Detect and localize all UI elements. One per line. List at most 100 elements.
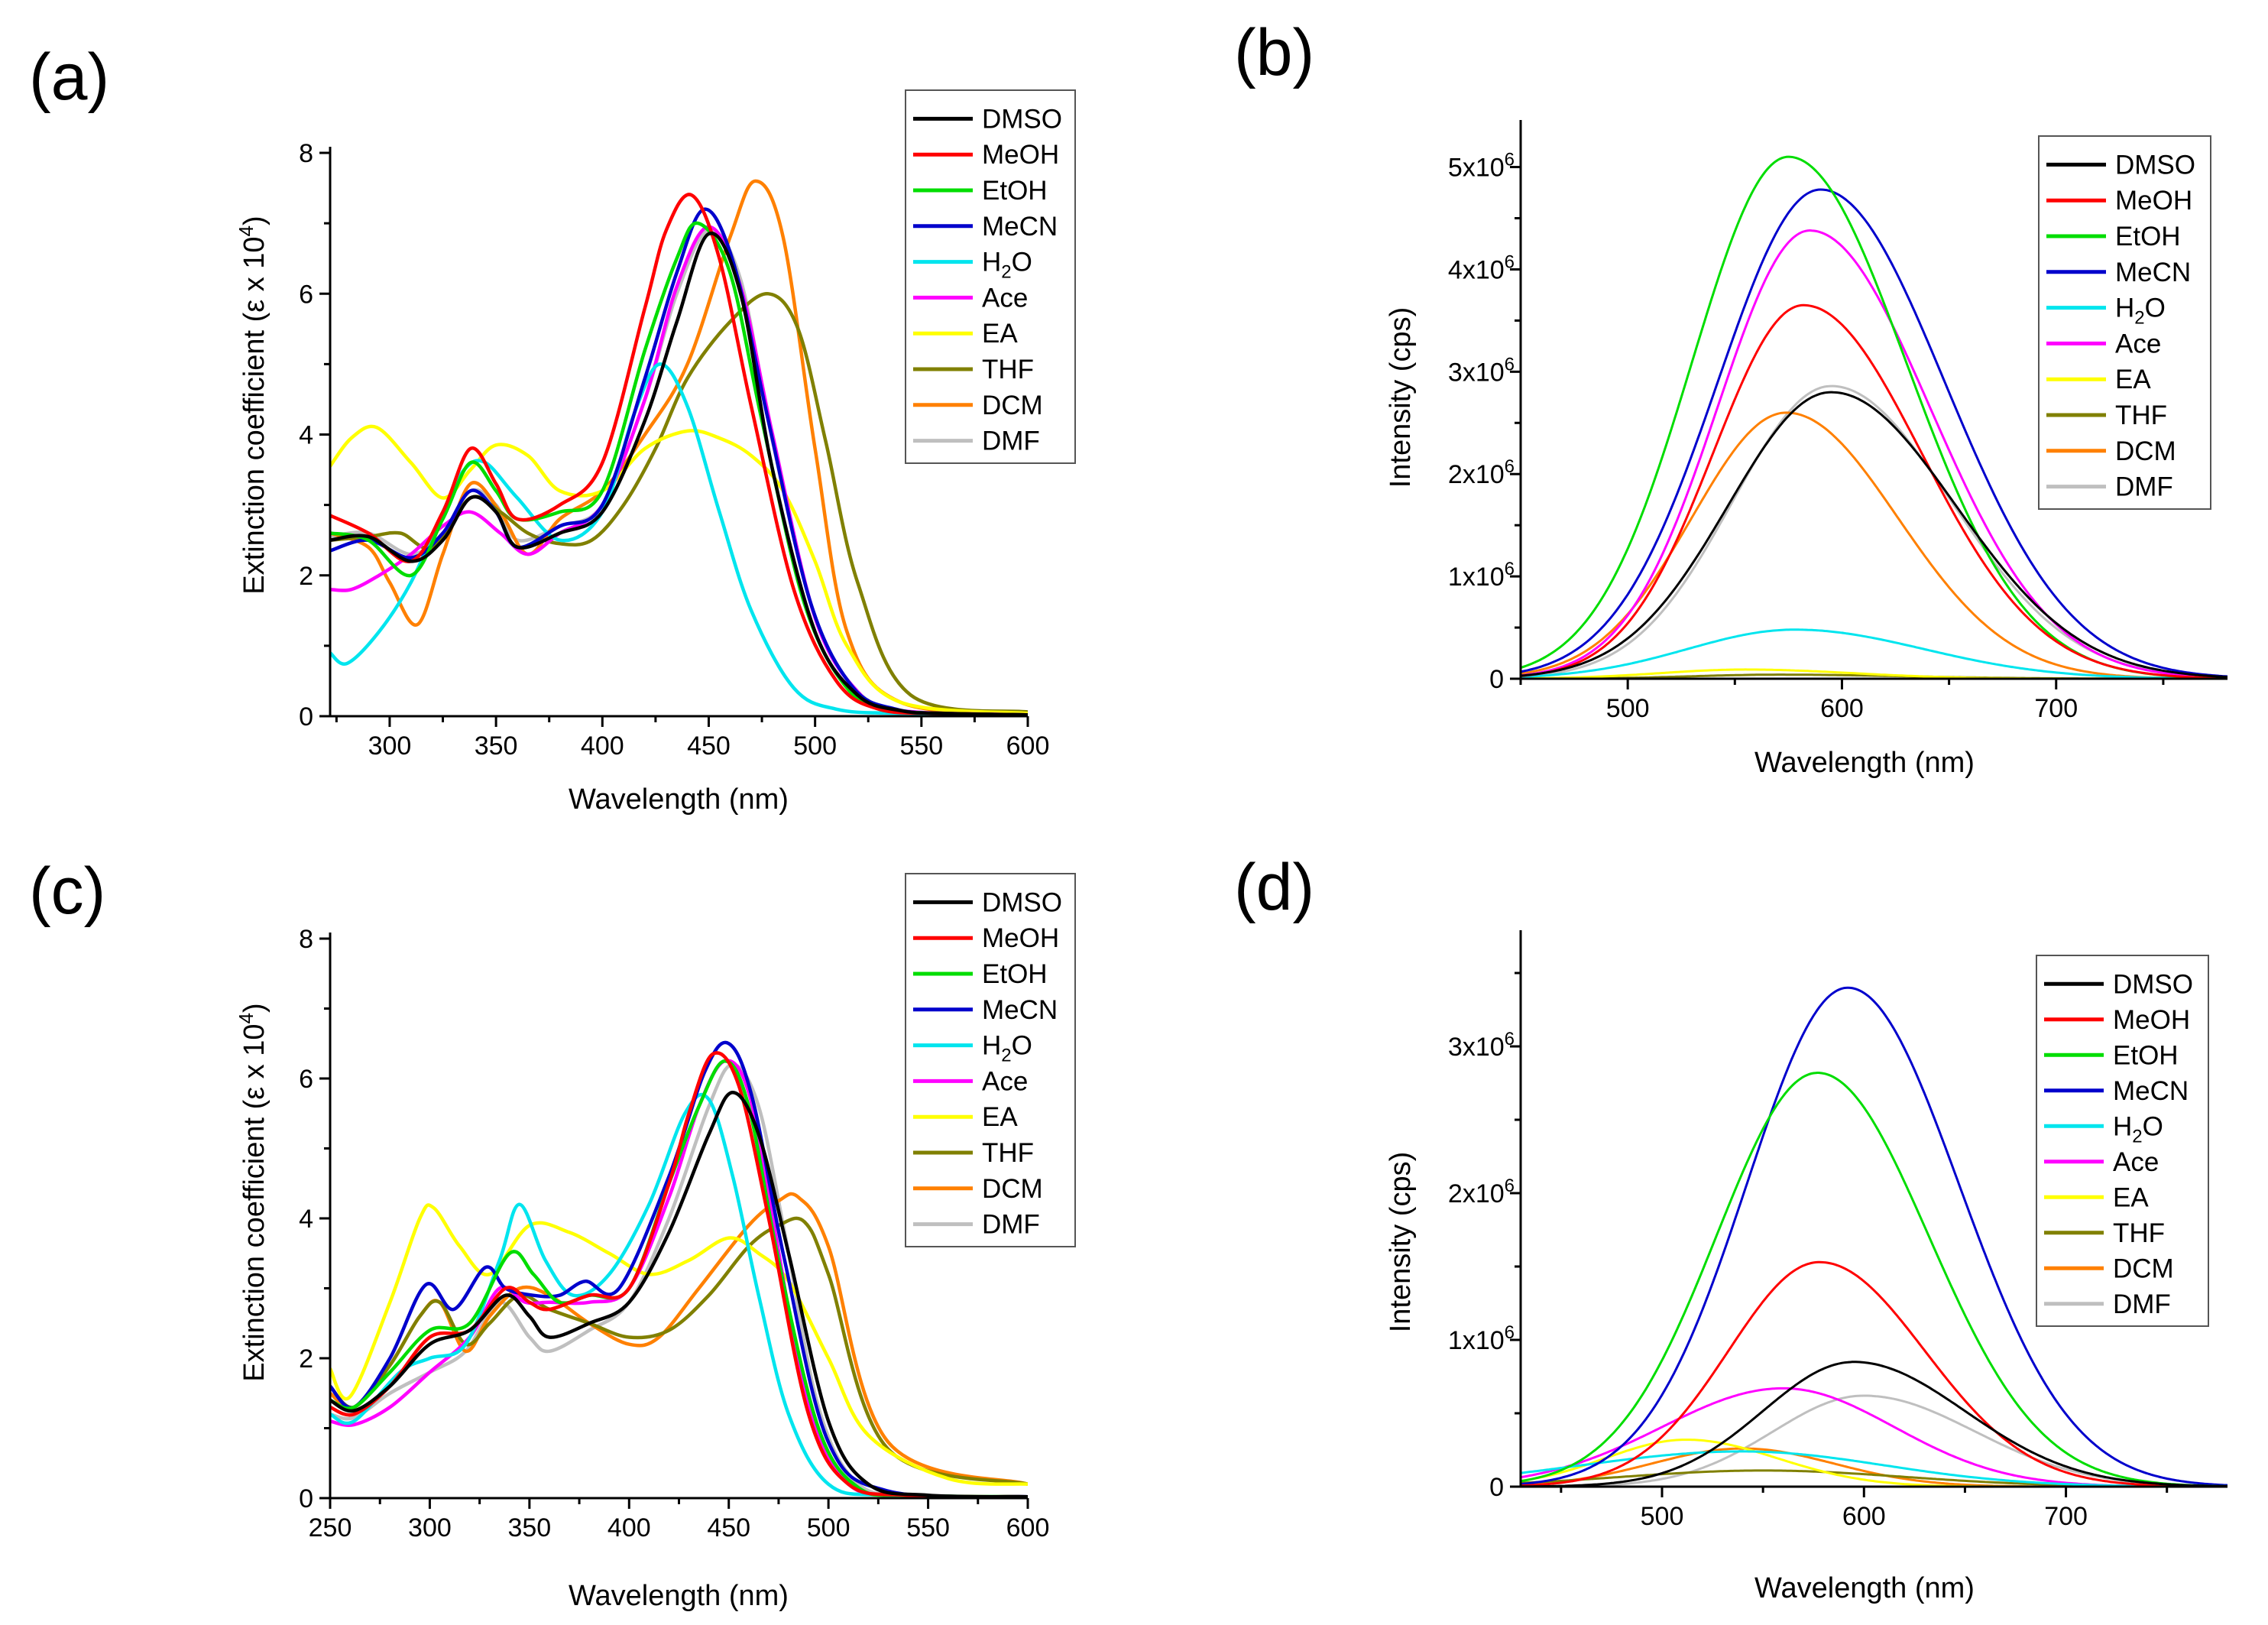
series-line-meoh-a — [330, 193, 1028, 716]
legend-label-text-d: EtOH — [2113, 1040, 2179, 1070]
legend-label-text-a: EtOH — [982, 176, 1048, 206]
y-tick-label-b: 1x106 — [1448, 559, 1515, 592]
y-tick-label-c: 2 — [299, 1344, 313, 1374]
series-line-ea-c — [330, 1203, 1028, 1486]
legend-label-text-c: Ace — [982, 1066, 1028, 1096]
y-tick-label-a: 8 — [299, 139, 313, 168]
panel-c-axes — [319, 933, 1029, 1509]
panel-a-axes — [319, 147, 1029, 727]
legend-label-text-a: MeCN — [982, 212, 1058, 242]
x-tick-label-c: 500 — [807, 1513, 851, 1542]
series-line-meoh-d — [1521, 1260, 2228, 1487]
series-line-ea-d — [1521, 1438, 2228, 1487]
panel-a-tick-labels: 300 350 400 450 500 550 600 0 2 4 6 8 — [299, 139, 1049, 761]
legend-label-dmf-b: DMF — [2115, 472, 2173, 502]
legend-label-text-d: DCM — [2113, 1254, 2174, 1283]
legend-label-tail-c: O — [1012, 1031, 1032, 1061]
panel-c-ylabel: Extinction coefficient (ε x 104) — [235, 1003, 271, 1381]
legend-label-text-a: DMSO — [982, 104, 1062, 134]
legend-label-text-a: MeOH — [982, 140, 1059, 170]
legend-label-ace-d: Ace — [2113, 1147, 2159, 1177]
legend-label-h2o-b: H2O — [2115, 294, 2166, 329]
x-tick-label-c: 250 — [309, 1513, 352, 1542]
y-tick-label-b: 5x106 — [1448, 150, 1515, 183]
legend-label-dcm-c: DCM — [982, 1174, 1043, 1204]
series-line-meoh-c — [330, 1051, 1028, 1498]
y-tick-label-text-a: 2 — [299, 562, 313, 591]
y-tick-label-b: 4x106 — [1448, 251, 1515, 284]
x-tick-label-d: 700 — [2044, 1502, 2088, 1531]
legend-label-mecn-a: MeCN — [982, 212, 1058, 242]
x-tick-label-d: 500 — [1641, 1502, 1684, 1531]
legend-label-etoh-b: EtOH — [2115, 222, 2181, 251]
series-line-ea-a — [330, 424, 1028, 715]
legend-label-etoh-c: EtOH — [982, 959, 1048, 989]
legend-label-meoh-a: MeOH — [982, 140, 1059, 170]
legend-label-text-a: DMF — [982, 427, 1040, 456]
legend-label-text-b: MeCN — [2115, 258, 2191, 287]
x-tick-label-d: 600 — [1842, 1502, 1886, 1531]
legend-label-dcm-d: DCM — [2113, 1254, 2174, 1283]
series-line-mecn-a — [330, 207, 1028, 716]
legend-label-text-c: DMSO — [982, 887, 1062, 917]
y-tick-label-sup-b: 6 — [1505, 251, 1515, 272]
legend-label-text-d: EA — [2113, 1182, 2149, 1212]
panel-b-xlabel: Wavelength (nm) — [1754, 747, 1975, 779]
legend-label-dmso-c: DMSO — [982, 887, 1062, 917]
y-tick-label-sup-d: 6 — [1505, 1029, 1515, 1049]
y-tick-label-text-b: 4x10 — [1448, 255, 1505, 284]
panel-a-xlabel: Wavelength (nm) — [569, 783, 789, 816]
series-line-dcm-d — [1521, 1447, 2228, 1487]
panel-d-ylabel: Intensity (cps) — [1385, 1152, 1417, 1333]
legend-label-h2o-a: H2O — [982, 248, 1032, 283]
panel-d-series — [1521, 986, 2228, 1487]
legend-label-dmso-a: DMSO — [982, 104, 1062, 134]
legend-label-thf-d: THF — [2113, 1218, 2165, 1248]
legend-label-text-c: THF — [982, 1138, 1034, 1168]
legend-label-text-c: EtOH — [982, 959, 1048, 989]
legend-label-text-d: THF — [2113, 1218, 2165, 1248]
x-tick-label-a: 550 — [899, 731, 943, 761]
legend-label-text-c: EA — [982, 1102, 1018, 1132]
x-tick-label-c: 450 — [707, 1513, 750, 1542]
x-tick-label-a: 400 — [581, 731, 624, 761]
legend-label-text-b: DCM — [2115, 436, 2176, 466]
y-tick-label-text-d: 0 — [1489, 1473, 1504, 1502]
y-tick-label-sup-b: 6 — [1505, 456, 1515, 477]
y-tick-label-text-d: 1x10 — [1448, 1326, 1505, 1355]
legend-label-ea-b: EA — [2115, 365, 2151, 394]
legend-label-text-d: DMSO — [2113, 969, 2193, 999]
y-tick-label-d: 1x106 — [1448, 1322, 1515, 1355]
panel-c-ylabel-sup: 4 — [235, 1013, 258, 1023]
x-tick-label-a: 300 — [368, 731, 412, 761]
legend-box-d — [2036, 955, 2209, 1327]
x-tick-label-b: 600 — [1820, 694, 1864, 723]
panel-a-series — [330, 179, 1028, 716]
legend-box-b — [2038, 135, 2211, 510]
y-tick-label-c: 4 — [299, 1205, 313, 1234]
series-line-mecn-c — [330, 1040, 1028, 1498]
x-tick-label-b: 500 — [1606, 694, 1650, 723]
y-tick-label-text-b: 3x10 — [1448, 358, 1505, 387]
panel-b-label: (b) — [1234, 16, 1314, 89]
legend-label-mecn-b: MeCN — [2115, 258, 2191, 287]
y-tick-label-text-c: 6 — [299, 1065, 313, 1094]
y-tick-label-a: 0 — [299, 702, 313, 731]
series-line-mecn-d — [1521, 986, 2228, 1487]
legend-label-ace-a: Ace — [982, 283, 1028, 313]
legend-label-text-b: Ace — [2115, 329, 2161, 358]
series-line-dmso-c — [330, 1091, 1028, 1498]
legend-label-text-a: Ace — [982, 283, 1028, 313]
panel-a-ylabel: Extinction coefficient (ε x 104) — [235, 216, 271, 594]
legend-label-mecn-c: MeCN — [982, 995, 1058, 1025]
y-tick-label-text-b: 0 — [1489, 665, 1504, 694]
legend-label-text-b: EtOH — [2115, 222, 2181, 251]
legend-label-text-d: MeOH — [2113, 1005, 2190, 1035]
legend-label-mecn-d: MeCN — [2113, 1076, 2189, 1106]
y-tick-label-a: 2 — [299, 562, 313, 591]
legend-label-ea-c: EA — [982, 1102, 1018, 1132]
